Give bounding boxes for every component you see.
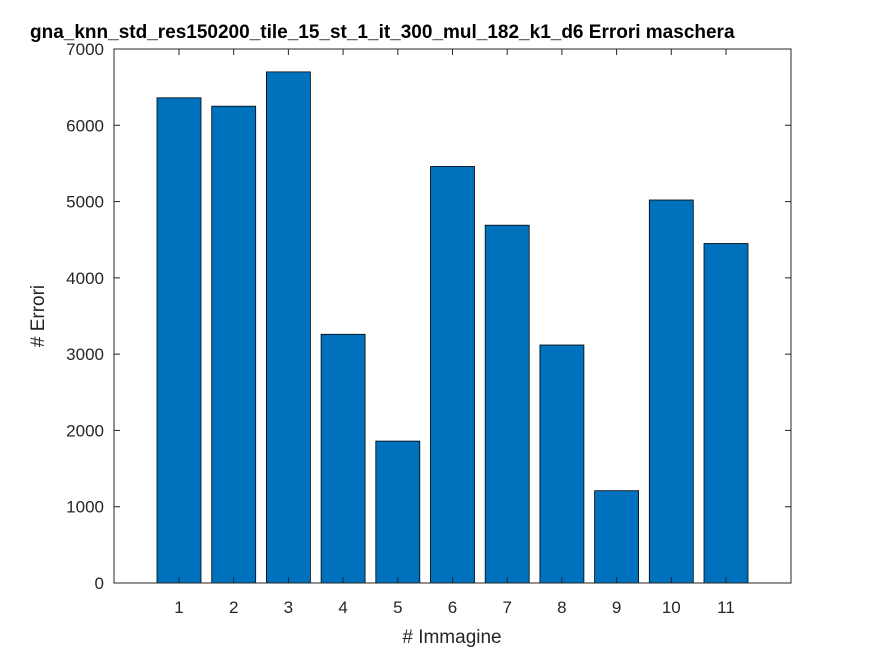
bars-group: [156, 71, 749, 584]
x-tick-label-9: 9: [612, 598, 621, 617]
bar-11: [703, 243, 749, 584]
chart-title: gna_knn_std_res150200_tile_15_st_1_it_30…: [30, 22, 735, 43]
x-tick-label-7: 7: [502, 598, 511, 617]
bar-8: [539, 344, 585, 584]
bar-6: [430, 166, 475, 584]
bar-5: [375, 440, 421, 584]
x-tick-label-3: 3: [284, 598, 293, 617]
y-axis: 0 1000 2000 3000 4000 5000 6000 7000: [66, 40, 791, 593]
x-tick-label-8: 8: [557, 598, 566, 617]
y-tick-label-5000: 5000: [66, 193, 104, 212]
bar-9: [594, 490, 639, 584]
x-tick-label-10: 10: [662, 598, 681, 617]
bar-7: [484, 224, 530, 584]
y-tick-label-6000: 6000: [66, 116, 104, 135]
x-tick-label-4: 4: [338, 598, 347, 617]
y-tick-label-0: 0: [95, 574, 104, 593]
y-tick-label-7000: 7000: [66, 40, 104, 59]
y-tick-label-2000: 2000: [66, 421, 104, 440]
x-tick-label-2: 2: [229, 598, 238, 617]
x-tick-label-5: 5: [393, 598, 402, 617]
y-tick-label-4000: 4000: [66, 269, 104, 288]
y-tick-label-3000: 3000: [66, 345, 104, 364]
bar-3: [265, 71, 311, 584]
x-tick-label-11: 11: [717, 598, 735, 617]
bar-2: [211, 105, 257, 584]
y-axis-label: # Errori: [28, 285, 49, 347]
y-tick-label-1000: 1000: [66, 498, 104, 517]
bar-1: [156, 97, 202, 584]
x-axis-label: # Immagine: [402, 627, 501, 648]
bar-4: [320, 333, 366, 584]
x-tick-label-6: 6: [448, 598, 457, 617]
x-axis: 1 2 3 4 5 6 7 8 9 10 11: [174, 49, 735, 617]
x-tick-label-1: 1: [174, 598, 183, 617]
bar-10: [648, 199, 694, 584]
